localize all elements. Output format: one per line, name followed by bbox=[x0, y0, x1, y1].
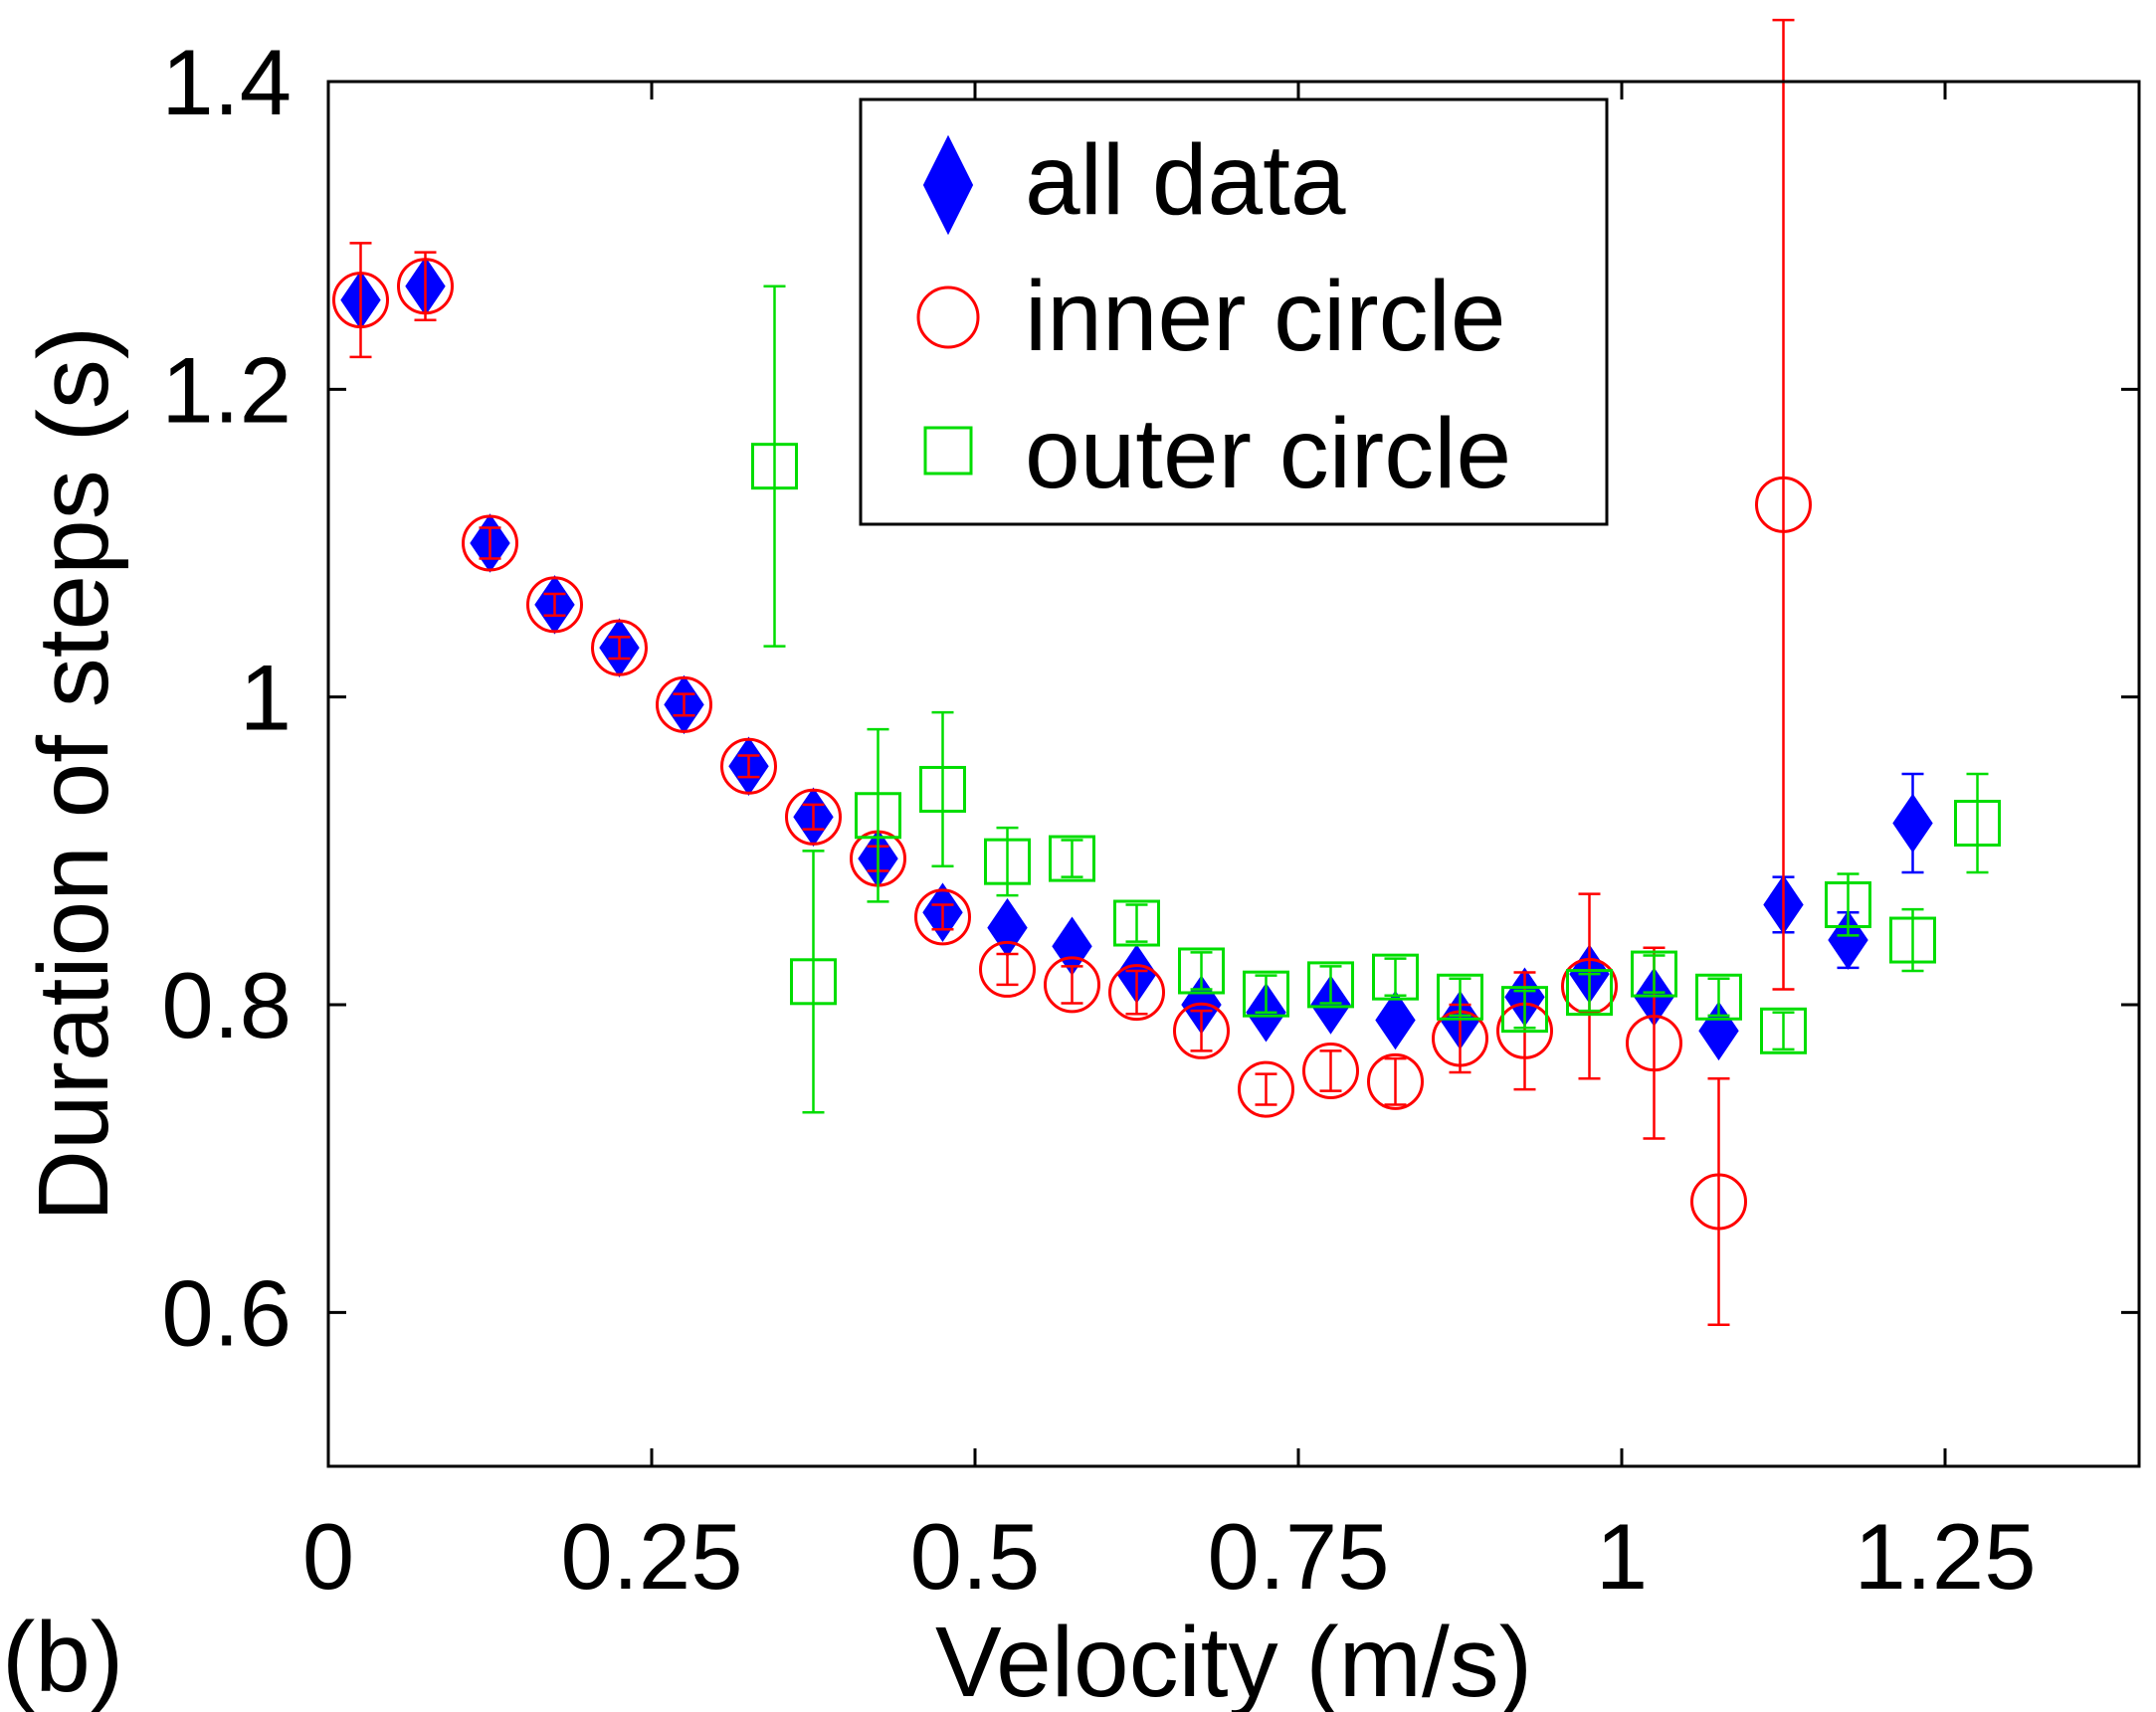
point-outer-circle bbox=[1243, 970, 1289, 1018]
error-bar-inner-circle bbox=[1255, 1072, 1277, 1106]
error-bar-inner-circle bbox=[931, 903, 954, 931]
error-bar-inner-circle bbox=[1707, 1076, 1730, 1326]
legend-label-outer-circle: outer circle bbox=[1025, 398, 1511, 509]
y-tick-labels: 0.6 0.8 1 1.2 1.4 bbox=[161, 30, 292, 1365]
point-inner-circle bbox=[1044, 956, 1100, 1014]
error-bar-outer-circle bbox=[867, 727, 889, 903]
error-bar-inner-circle bbox=[349, 242, 372, 359]
point-inner-circle bbox=[785, 788, 842, 846]
point-outer-circle bbox=[1372, 953, 1419, 1001]
legend-label-all-data: all data bbox=[1025, 124, 1346, 236]
point-outer-circle bbox=[1566, 969, 1613, 1017]
error-bar-outer-circle bbox=[1578, 972, 1601, 1013]
error-bar-outer-circle bbox=[1513, 989, 1536, 1030]
legend-marker-outer-circle bbox=[923, 426, 973, 476]
error-bar-all-data bbox=[1901, 772, 1924, 874]
point-inner-circle bbox=[1302, 1043, 1359, 1100]
point-inner-circle bbox=[462, 514, 518, 572]
error-bar-outer-circle bbox=[1966, 772, 1989, 874]
error-bar-inner-circle bbox=[802, 803, 825, 831]
data-series bbox=[332, 18, 2001, 1326]
x-axis-label: Velocity (m/s) bbox=[935, 1607, 1532, 1712]
error-bar-outer-circle bbox=[1061, 839, 1083, 878]
error-bar-outer-circle bbox=[1125, 903, 1148, 943]
series-outer-circle bbox=[751, 285, 2001, 1114]
point-inner-circle bbox=[1173, 1002, 1230, 1059]
error-bar-inner-circle bbox=[479, 526, 501, 560]
legend-marker-inner-circle bbox=[916, 285, 980, 349]
error-bar-inner-circle bbox=[737, 754, 760, 779]
point-outer-circle bbox=[1049, 835, 1095, 882]
error-bar-inner-circle bbox=[414, 251, 437, 321]
legend-label-inner-circle: inner circle bbox=[1025, 261, 1506, 372]
error-bar-outer-circle bbox=[1190, 951, 1213, 991]
error-bar-outer-circle bbox=[996, 826, 1019, 897]
x-tick-labels: 0 0.25 0.5 0.75 1 1.25 bbox=[302, 1504, 2037, 1609]
error-bar-inner-circle bbox=[1772, 18, 1795, 991]
panel-label: (b) bbox=[2, 1602, 123, 1712]
x-tick-label: 0.25 bbox=[561, 1504, 743, 1609]
error-bar-outer-circle bbox=[1319, 965, 1342, 1005]
y-tick-label: 1 bbox=[240, 646, 292, 750]
y-tick-label: 1.2 bbox=[161, 337, 292, 442]
point-outer-circle bbox=[1113, 899, 1160, 947]
point-outer-circle bbox=[1760, 1007, 1807, 1054]
error-bar-outer-circle bbox=[1837, 872, 1860, 937]
error-bar-inner-circle bbox=[1061, 965, 1083, 1005]
point-outer-circle bbox=[1437, 973, 1483, 1021]
point-inner-circle bbox=[656, 675, 712, 733]
error-bar-all-data bbox=[996, 918, 1019, 937]
error-bar-outer-circle bbox=[1449, 977, 1471, 1018]
error-bar-outer-circle bbox=[763, 285, 786, 648]
legend: all data inner circle outer circle bbox=[859, 97, 1609, 526]
point-outer-circle bbox=[1501, 986, 1548, 1034]
point-inner-circle bbox=[979, 940, 1036, 998]
series-inner-circle bbox=[332, 18, 1812, 1326]
error-bar-inner-circle bbox=[1190, 1009, 1213, 1052]
error-bar-outer-circle bbox=[1707, 977, 1730, 1018]
point-inner-circle bbox=[720, 737, 777, 795]
point-outer-circle bbox=[1695, 973, 1742, 1021]
point-inner-circle bbox=[526, 576, 583, 634]
point-outer-circle bbox=[1631, 950, 1677, 998]
x-tick-label: 1 bbox=[1596, 1504, 1648, 1609]
error-bar-outer-circle bbox=[1255, 974, 1277, 1014]
y-tick-label: 0.6 bbox=[161, 1260, 292, 1365]
point-inner-circle bbox=[914, 888, 971, 946]
error-bar-outer-circle bbox=[802, 850, 825, 1114]
error-bar-inner-circle bbox=[1319, 1049, 1342, 1092]
error-bar-inner-circle bbox=[1125, 969, 1148, 1016]
point-outer-circle bbox=[1307, 961, 1354, 1009]
error-bar-inner-circle bbox=[673, 692, 695, 717]
error-bar-outer-circle bbox=[1772, 1011, 1795, 1051]
point-inner-circle bbox=[591, 619, 648, 676]
error-bar-inner-circle bbox=[996, 952, 1019, 987]
legend-box bbox=[859, 97, 1609, 526]
error-bar-outer-circle bbox=[931, 710, 954, 868]
x-tick-label: 0.75 bbox=[1208, 1504, 1390, 1609]
y-tick-label: 1.4 bbox=[161, 30, 292, 134]
error-bar-outer-circle bbox=[1643, 954, 1666, 994]
error-bar-inner-circle bbox=[608, 636, 631, 661]
plot-frame bbox=[326, 80, 2141, 1468]
y-tick-label: 0.8 bbox=[161, 953, 292, 1057]
x-tick-label: 0.5 bbox=[910, 1504, 1041, 1609]
error-bar-outer-circle bbox=[1384, 957, 1407, 997]
error-bar-outer-circle bbox=[1901, 907, 1924, 973]
point-inner-circle bbox=[1367, 1052, 1424, 1110]
error-bar-all-data bbox=[1061, 937, 1083, 956]
x-tick-label: 0 bbox=[302, 1504, 354, 1609]
legend-marker-all-data bbox=[922, 134, 974, 236]
x-tick-label: 1.25 bbox=[1855, 1504, 2037, 1609]
point-inner-circle bbox=[1108, 964, 1165, 1022]
error-bar-inner-circle bbox=[543, 592, 566, 617]
y-axis-label: Duration of steps (s) bbox=[18, 326, 129, 1222]
error-bar-inner-circle bbox=[1384, 1056, 1407, 1106]
point-inner-circle bbox=[1238, 1060, 1294, 1118]
error-bar-all-data bbox=[1384, 1011, 1407, 1030]
point-outer-circle bbox=[1178, 947, 1225, 995]
error-bar-all-data bbox=[1707, 1022, 1730, 1041]
